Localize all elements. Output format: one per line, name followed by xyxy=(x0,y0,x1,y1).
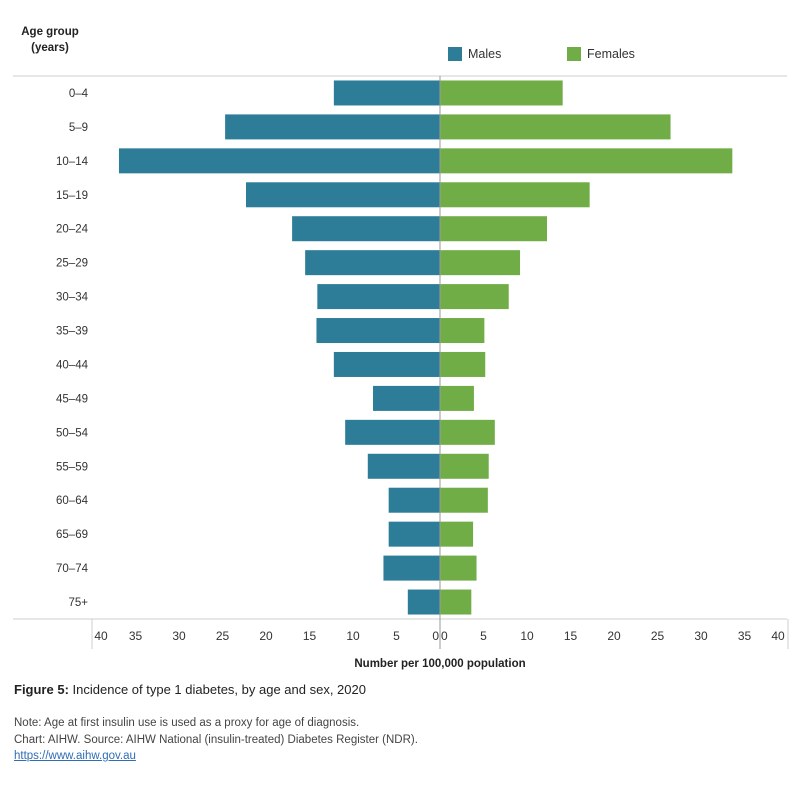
y-tick-label: 45–49 xyxy=(56,393,88,405)
population-pyramid-chart: 0–4 5–9 10–14 15–19 20–24 25–29 30–34 35–39 40–4… xyxy=(13,75,789,670)
male-bar xyxy=(333,80,440,106)
y-tick-label: 0–4 xyxy=(69,88,89,100)
y-axis-title: Age group (years) xyxy=(8,24,92,56)
y-tick-label: 60–64 xyxy=(56,495,89,507)
legend-item-males[interactable]: Males xyxy=(448,47,501,61)
x-tick-label-right: 0 xyxy=(441,629,448,643)
x-tick-label-right: 5 xyxy=(480,629,487,643)
male-bar xyxy=(118,148,440,174)
female-bar xyxy=(440,318,485,344)
legend-label-males: Males xyxy=(468,47,502,61)
y-tick-label: 5–9 xyxy=(69,122,88,134)
x-tick-label-right: 25 xyxy=(651,629,665,643)
male-bar xyxy=(367,453,440,479)
x-tick-label-left: 5 xyxy=(393,629,400,643)
female-bar xyxy=(440,351,486,377)
y-tick-label: 75+ xyxy=(68,597,88,609)
note-text: Note: Age at first insulin use is used a… xyxy=(14,717,360,729)
y-tick-label: 20–24 xyxy=(56,224,89,236)
legend-label-females: Females xyxy=(587,47,635,61)
y-axis-title-line2: (years) xyxy=(31,42,69,54)
y-tick-label: 30–34 xyxy=(56,292,89,304)
female-bar xyxy=(440,521,474,547)
x-tick-label-left: 35 xyxy=(129,629,143,643)
y-tick-label: 35–39 xyxy=(56,326,88,338)
female-bar xyxy=(440,284,509,310)
y-tick-label: 55–59 xyxy=(56,461,88,473)
figure-title-text: Incidence of type 1 diabetes, by age and… xyxy=(72,682,366,697)
x-tick-label-right: 30 xyxy=(694,629,708,643)
male-bar xyxy=(383,555,440,581)
x-axis-title: Number per 100,000 population xyxy=(354,658,525,670)
female-bar xyxy=(440,419,495,445)
source-text: Chart: AIHW. Source: AIHW National (insu… xyxy=(14,733,418,746)
y-tick-label: 10–14 xyxy=(56,156,89,168)
x-tick-label-left: 30 xyxy=(172,629,186,643)
male-bar xyxy=(317,284,440,310)
female-bar xyxy=(440,114,671,140)
female-bar xyxy=(440,250,521,276)
x-tick-label-left: 25 xyxy=(216,629,230,643)
male-bar xyxy=(316,318,440,344)
male-bar xyxy=(225,114,440,140)
y-tick-label: 25–29 xyxy=(56,258,88,270)
male-bar xyxy=(407,589,440,615)
x-tick-label-left: 10 xyxy=(346,629,360,643)
female-bar xyxy=(440,80,563,106)
x-tick-label-left: 20 xyxy=(259,629,273,643)
male-bar xyxy=(373,385,440,411)
y-tick-label: 50–54 xyxy=(56,427,89,439)
y-tick-label: 70–74 xyxy=(56,563,89,575)
male-bar xyxy=(388,521,440,547)
male-bar xyxy=(292,216,440,242)
legend-item-females[interactable]: Females xyxy=(567,47,635,61)
legend-swatch-males xyxy=(448,47,462,61)
y-tick-label: 40–44 xyxy=(56,359,89,371)
x-tick-label-left: 0 xyxy=(432,629,439,643)
male-bar xyxy=(345,419,440,445)
female-bar xyxy=(440,385,474,411)
male-bar xyxy=(305,250,440,276)
x-tick-label-right: 35 xyxy=(738,629,752,643)
y-axis-title-line1: Age group xyxy=(21,26,79,38)
female-bar xyxy=(440,148,733,174)
y-tick-label: 15–19 xyxy=(56,190,88,202)
male-bar xyxy=(333,351,440,377)
male-bar xyxy=(388,487,440,513)
female-bar xyxy=(440,216,548,242)
female-bar xyxy=(440,589,472,615)
aihw-link[interactable]: https://www.aihw.gov.au xyxy=(14,750,136,762)
x-tick-label-right: 10 xyxy=(520,629,534,643)
male-bar xyxy=(245,182,440,208)
legend-swatch-females xyxy=(567,47,581,61)
female-bar xyxy=(440,487,488,513)
figure-title-prefix: Figure 5: xyxy=(14,682,69,697)
female-bar xyxy=(440,555,477,581)
notes-block: Note: Age at first insulin use is used a… xyxy=(14,715,418,765)
x-tick-label-right: 20 xyxy=(607,629,621,643)
x-tick-label-right: 40 xyxy=(771,629,785,643)
figure-title: Figure 5: Incidence of type 1 diabetes, … xyxy=(14,682,366,697)
x-tick-label-left: 15 xyxy=(303,629,317,643)
y-tick-label: 65–69 xyxy=(56,529,88,541)
female-bar xyxy=(440,182,590,208)
female-bar xyxy=(440,453,489,479)
x-tick-label-right: 15 xyxy=(564,629,578,643)
x-tick-label-left: 40 xyxy=(94,629,108,643)
